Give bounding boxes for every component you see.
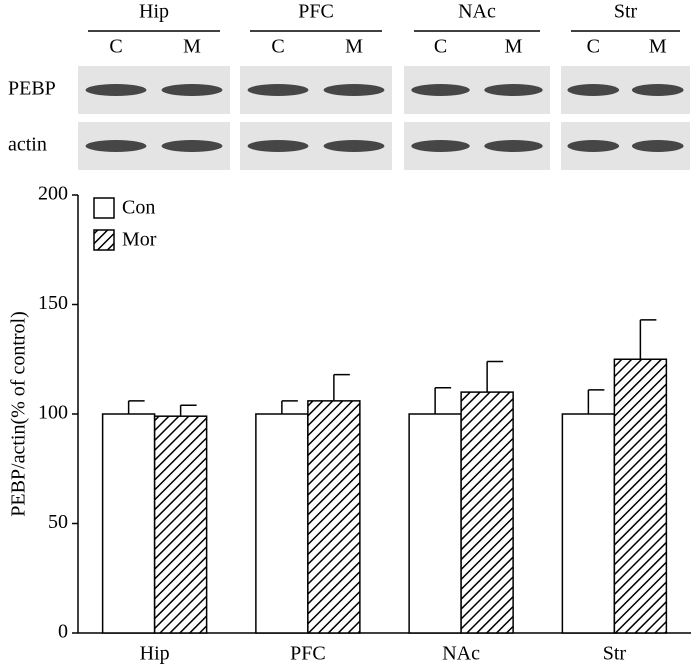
- x-tick-label: NAc: [442, 643, 480, 665]
- bar: [153, 415, 208, 634]
- blot-band: [411, 140, 470, 152]
- bar: [101, 413, 156, 634]
- x-tick-label: Str: [603, 643, 627, 665]
- bar: [613, 358, 668, 634]
- error-bar: [127, 400, 145, 414]
- blot-band: [484, 84, 543, 96]
- bar: [255, 413, 309, 634]
- blot-band: [323, 140, 385, 152]
- row-label: actin: [8, 134, 47, 156]
- blot-band: [567, 140, 620, 152]
- western-blot: Hip C M PFC C M NAc C M Str C M PEBP actin: [8, 1, 690, 170]
- y-tick-label: 200: [38, 183, 68, 205]
- group-label: Hip: [139, 1, 169, 23]
- blot-band: [411, 84, 470, 96]
- bar: [460, 391, 514, 634]
- lane-label: M: [649, 36, 667, 58]
- error-bar: [639, 319, 657, 360]
- lane-label: C: [434, 36, 447, 58]
- chart: PEBP/actin(% of control) 0 50 100 150 200 Hip…: [8, 183, 691, 665]
- lane-label: C: [271, 36, 284, 58]
- blot-band: [247, 84, 309, 96]
- y-tick-label: 0: [58, 621, 68, 643]
- blot-band: [161, 84, 223, 96]
- y-tick-label: 150: [38, 292, 68, 314]
- blot-band: [567, 84, 620, 96]
- x-tick-label: Hip: [140, 643, 170, 665]
- legend-label: Mor: [122, 229, 157, 251]
- legend-swatch: [93, 229, 115, 251]
- y-tick-label: 100: [38, 402, 68, 424]
- group-label: PFC: [298, 1, 334, 23]
- error-bar: [179, 404, 197, 417]
- group-label: NAc: [458, 1, 496, 23]
- y-tick-label: 50: [48, 511, 68, 533]
- lane-label: C: [109, 36, 122, 58]
- bar: [408, 413, 462, 634]
- lane-label: M: [505, 36, 523, 58]
- error-bar: [434, 386, 452, 414]
- error-bar: [333, 373, 350, 401]
- row-label: PEBP: [8, 78, 56, 100]
- blot-band: [161, 140, 223, 152]
- blot-band: [247, 140, 309, 152]
- blot-band: [484, 140, 543, 152]
- blot-band: [323, 84, 385, 96]
- error-bar: [587, 389, 605, 414]
- legend-label: Con: [122, 197, 155, 219]
- blot-band: [631, 84, 684, 96]
- bar: [307, 400, 361, 634]
- blot-band: [85, 84, 147, 96]
- group-label: Str: [614, 1, 638, 23]
- legend-swatch: [93, 197, 115, 219]
- lane-label: C: [587, 36, 600, 58]
- error-bar: [281, 400, 298, 414]
- lane-label: M: [183, 36, 201, 58]
- error-bar: [486, 360, 504, 393]
- blot-band: [85, 140, 147, 152]
- bar: [561, 413, 616, 634]
- lane-label: M: [345, 36, 363, 58]
- blot-band: [631, 140, 684, 152]
- x-tick-label: PFC: [290, 643, 326, 665]
- y-axis-label: PEBP/actin(% of control): [8, 311, 30, 517]
